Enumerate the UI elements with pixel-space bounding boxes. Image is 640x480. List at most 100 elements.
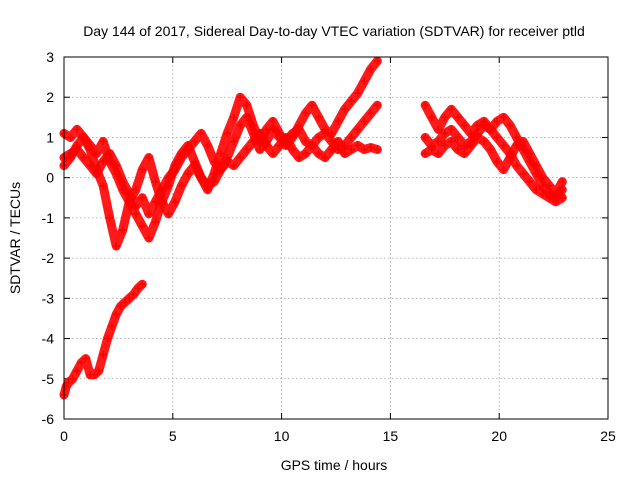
data-point [256, 129, 264, 137]
data-point [513, 133, 521, 141]
data-point [236, 121, 244, 129]
data-point [354, 89, 362, 97]
data-point [184, 170, 192, 178]
data-point [269, 150, 277, 158]
x-tick-label: 15 [383, 428, 399, 444]
data-point [493, 117, 501, 125]
data-point [558, 194, 566, 202]
data-point [354, 141, 362, 149]
data-point [134, 284, 142, 292]
data-point [447, 125, 455, 133]
data-point [486, 146, 494, 154]
data-point [158, 198, 166, 206]
data-point [302, 109, 310, 117]
series-track-low [59, 279, 147, 400]
data-point [262, 141, 270, 149]
data-point [334, 117, 342, 125]
data-point [367, 65, 375, 73]
data-point [526, 150, 534, 158]
data-point [506, 121, 514, 129]
data-point [373, 101, 381, 109]
data-point [302, 150, 310, 158]
data-point [295, 125, 303, 133]
data-point [138, 222, 146, 230]
data-point [243, 101, 251, 109]
series-track-c [59, 128, 382, 251]
y-tick-label: 2 [46, 89, 54, 105]
data-point [191, 137, 199, 145]
data-point [243, 146, 251, 154]
data-point [210, 178, 218, 186]
y-axis-label: SDTVAR / TECUs [7, 182, 23, 294]
data-point [236, 154, 244, 162]
data-point [373, 57, 381, 65]
data-point [64, 379, 72, 387]
data-point [480, 137, 488, 145]
data-point [308, 101, 316, 109]
data-point [67, 154, 75, 162]
y-tick-label: -4 [42, 331, 55, 347]
chart-title: Day 144 of 2017, Sidereal Day-to-day VTE… [83, 23, 585, 39]
data-point [256, 146, 264, 154]
data-point [145, 234, 153, 242]
data-point [486, 125, 494, 133]
data-point [473, 133, 481, 141]
data-point [321, 129, 329, 137]
data-point [545, 194, 553, 202]
y-tick-label: -2 [42, 250, 55, 266]
data-point [428, 146, 436, 154]
x-tick-label: 5 [169, 428, 177, 444]
data-point [360, 146, 368, 154]
data-point [99, 158, 107, 166]
data-point [112, 310, 120, 318]
data-point [184, 146, 192, 154]
data-point [545, 182, 553, 190]
data-point [421, 101, 429, 109]
data-point [73, 141, 81, 149]
data-point [519, 170, 527, 178]
data-point [132, 202, 140, 210]
data-point [178, 154, 186, 162]
data-points [59, 56, 567, 400]
data-point [90, 371, 98, 379]
x-tick-label: 0 [60, 428, 68, 444]
data-point [106, 214, 114, 222]
x-tick-label: 10 [274, 428, 290, 444]
data-point [230, 113, 238, 121]
data-point [249, 137, 257, 145]
data-point [288, 129, 296, 137]
y-tick-label: -3 [42, 290, 55, 306]
data-point [191, 162, 199, 170]
y-tick-label: 1 [46, 129, 54, 145]
data-point [164, 174, 172, 182]
data-point [539, 174, 547, 182]
data-point [171, 198, 179, 206]
data-point [73, 367, 81, 375]
data-point [138, 194, 146, 202]
data-point [513, 162, 521, 170]
y-tick-label: 0 [46, 170, 54, 186]
data-point [334, 137, 342, 145]
data-point [230, 162, 238, 170]
data-point [532, 186, 540, 194]
data-point [434, 125, 442, 133]
data-point [99, 351, 107, 359]
data-point [421, 133, 429, 141]
data-point [500, 141, 508, 149]
data-point [341, 105, 349, 113]
data-point [119, 226, 127, 234]
data-point [347, 97, 355, 105]
data-point [308, 141, 316, 149]
data-point [121, 298, 129, 306]
data-point [125, 198, 133, 206]
data-point [80, 154, 88, 162]
data-point [132, 186, 140, 194]
data-point [315, 133, 323, 141]
data-point [104, 335, 112, 343]
data-point [117, 302, 125, 310]
data-point [217, 150, 225, 158]
data-point [493, 133, 501, 141]
data-point [421, 150, 429, 158]
data-point [373, 146, 381, 154]
y-tick-label: -6 [42, 411, 55, 427]
